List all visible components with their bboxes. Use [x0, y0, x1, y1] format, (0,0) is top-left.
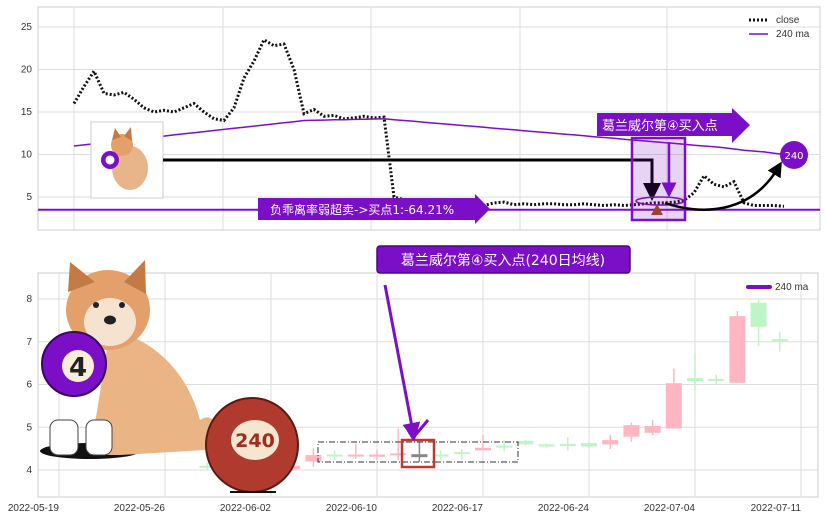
checkmark-icon — [406, 419, 430, 441]
consolidation-dashed-box — [317, 441, 519, 463]
candle-body — [644, 425, 661, 433]
candle-body — [305, 455, 322, 462]
candle-body — [199, 465, 216, 468]
bottom-ytick-label: 7 — [26, 337, 32, 348]
buy-point-label-text: 葛兰威尔第④买入点 — [602, 119, 718, 134]
candle-body — [708, 378, 725, 382]
bottom-xtick-label: 2022-07-11 — [751, 503, 802, 514]
top-ytick-label: 25 — [21, 22, 33, 33]
bottom-ytick-label: 4 — [26, 465, 32, 476]
black-arrow — [163, 158, 661, 201]
purple-pointer-arrow — [383, 284, 421, 441]
oversold-label-text: 负乖离率弱超卖->买点1:-64.21% — [270, 202, 454, 217]
top-ytick-label: 15 — [21, 107, 33, 118]
candle-body — [347, 454, 364, 457]
candle-body — [538, 444, 555, 447]
bottom-xtick-label: 2022-07-04 — [644, 503, 696, 514]
svg-text:240: 240 — [235, 430, 275, 452]
legend-entry: close — [776, 15, 800, 26]
bottom-xtick-label: 2022-05-26 — [114, 503, 166, 514]
candle-body — [475, 447, 491, 451]
bottom-xtick-label: 2022-06-24 — [538, 503, 590, 514]
candle-body — [665, 383, 682, 429]
candle-body — [390, 453, 407, 456]
candle-body — [750, 302, 767, 327]
bottom-title-box — [376, 245, 631, 274]
legend-entry: 240 ma — [776, 29, 810, 40]
shiba-dog-with-ball-4-icon: 4 — [40, 260, 215, 459]
oversold-arrow-label — [258, 194, 490, 224]
dog-thumbnail-icon — [101, 127, 148, 190]
bottom-xtick-label: 2022-06-02 — [220, 503, 272, 514]
ma-240-circle-label: 240 — [784, 151, 803, 162]
candle-body — [771, 339, 788, 342]
candle-body — [559, 443, 576, 446]
candle-body — [729, 316, 746, 383]
candle-body — [496, 445, 513, 448]
top-ytick-label: 20 — [21, 65, 33, 76]
top-ytick-label: 10 — [21, 150, 33, 161]
svg-text:4: 4 — [69, 353, 87, 383]
ma-240-circle — [780, 141, 808, 169]
candle-body — [326, 454, 343, 457]
candle-body — [581, 443, 597, 447]
legend-entry: 240 ma — [775, 282, 809, 293]
ma-240-line — [73, 118, 785, 156]
candle-body — [369, 454, 385, 457]
annotations: 240 负乖离率弱超卖->买点1:-64.21% 葛兰威尔第④买入点 葛兰威尔第… — [40, 108, 808, 493]
candle-body — [453, 452, 470, 455]
top-ytick-label: 5 — [26, 192, 32, 203]
curved-arrow — [664, 161, 782, 211]
candle-body — [432, 454, 449, 457]
bottom-ytick-label: 8 — [26, 294, 32, 305]
candle-body — [687, 378, 703, 382]
bottom-xtick-label: 2022-06-17 — [432, 503, 484, 514]
buy-point-arrow-label — [597, 108, 750, 143]
triangle-marker-icon — [651, 204, 663, 215]
buy-point-ellipse — [635, 196, 685, 206]
bottom-chart-title: 葛兰威尔第④买入点(240日均线) — [401, 252, 605, 269]
bottom-xtick-label: 2022-05-19 — [8, 503, 60, 514]
ball-240-icon: 240 — [205, 397, 299, 493]
candle-body — [517, 440, 534, 445]
candle-body — [411, 454, 428, 458]
candle-body — [623, 425, 640, 437]
bottom-ytick-label: 5 — [26, 422, 32, 433]
bottom-xtick-label: 2022-06-10 — [326, 503, 378, 514]
bottom-ytick-label: 6 — [26, 380, 32, 391]
candle-body — [602, 440, 619, 445]
